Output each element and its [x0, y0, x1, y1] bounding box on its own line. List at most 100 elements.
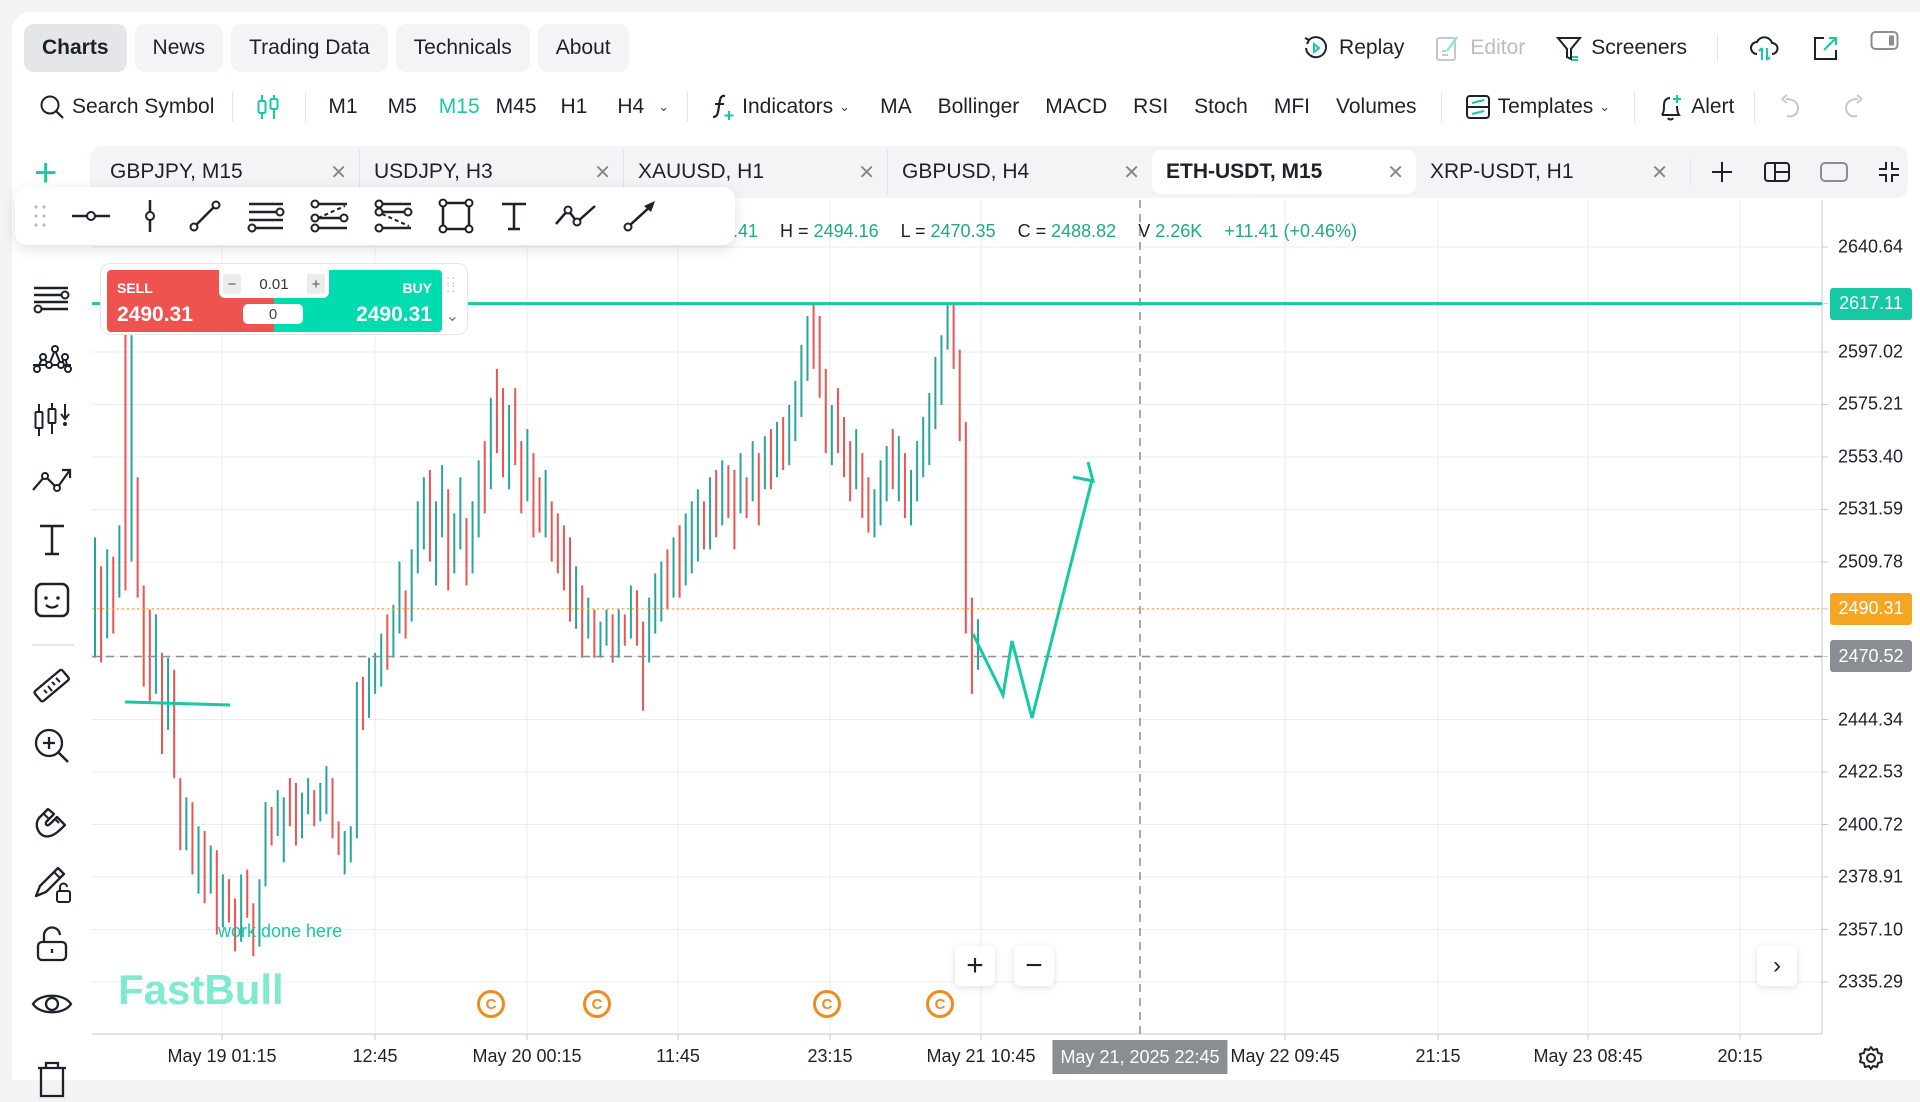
price-axis-label: 2422.53	[1838, 761, 1904, 782]
settings-gear-icon[interactable]	[1858, 1045, 1884, 1071]
zoom-in-icon[interactable]	[30, 724, 74, 768]
indicator-ma[interactable]: MA	[880, 95, 912, 118]
increase-quantity-button[interactable]: +	[306, 274, 325, 294]
vertical-line-tool-icon[interactable]	[135, 198, 165, 234]
chart-tab-usdjpy[interactable]: USDJPY, H3 ✕	[360, 150, 624, 194]
fastbull-watermark-logo: FastBull	[118, 966, 284, 1013]
timeframe-h4[interactable]: H4	[617, 95, 645, 118]
nav-tab-technicals[interactable]: Technicals	[395, 24, 530, 72]
close-icon[interactable]: ✕	[594, 161, 611, 184]
indicator-stoch[interactable]: Stoch	[1194, 95, 1248, 118]
close-icon[interactable]: ✕	[1387, 161, 1404, 184]
single-layout-icon[interactable]	[1819, 160, 1849, 184]
chart-text-annotation[interactable]: work done here	[218, 921, 343, 941]
nav-tab-news[interactable]: News	[134, 24, 224, 72]
position-field[interactable]: 0	[243, 304, 303, 324]
alert-button[interactable]: Alert	[1657, 92, 1734, 122]
timeframe-m45[interactable]: M45	[495, 95, 537, 118]
trash-icon[interactable]	[30, 1058, 74, 1102]
event-marker-icon[interactable]: C	[477, 990, 505, 1018]
magnet-icon[interactable]	[30, 800, 74, 844]
lock-drawing-icon[interactable]	[30, 862, 74, 906]
undo-icon[interactable]	[1777, 93, 1805, 121]
arrow-tool-icon[interactable]	[621, 198, 661, 234]
indicators-button[interactable]: Indicators ⌄	[710, 92, 850, 122]
ruler-measure-icon[interactable]	[30, 664, 74, 708]
chart-tab-label: GBPJPY, M15	[110, 160, 243, 183]
event-marker-icon[interactable]: C	[813, 990, 841, 1018]
scroll-right-button[interactable]: ›	[1757, 946, 1797, 986]
timeframe-h1[interactable]: H1	[560, 95, 588, 118]
indicator-mfi[interactable]: MFI	[1273, 95, 1311, 118]
parallel-channel-tool-icon[interactable]	[245, 198, 287, 234]
panel-toggle-icon[interactable]	[1870, 30, 1900, 52]
drag-handle-icon[interactable]	[33, 203, 47, 229]
fib-tool-icon[interactable]	[373, 198, 415, 234]
close-icon[interactable]: ✕	[1123, 161, 1140, 184]
indicator-volumes[interactable]: Volumes	[1336, 95, 1417, 118]
templates-button[interactable]: Templates ⌄	[1464, 93, 1611, 121]
polyline-tool-icon[interactable]	[30, 458, 74, 502]
text-tool-icon[interactable]	[30, 518, 74, 562]
chart-tab-xrp-usdt[interactable]: XRP-USDT, H1 ✕	[1416, 150, 1680, 194]
decrease-quantity-button[interactable]: −	[223, 274, 241, 294]
horizontal-line-tool-icon[interactable]	[69, 198, 113, 234]
add-chart-button[interactable]: +	[34, 151, 58, 195]
close-icon[interactable]: ✕	[858, 161, 875, 184]
price-axis-label: 2509.78	[1838, 551, 1904, 572]
zoom-in-button[interactable]: +	[955, 946, 995, 986]
pattern-tool-icon[interactable]	[30, 338, 74, 382]
channel-tool-icon[interactable]	[30, 278, 74, 322]
redo-icon[interactable]	[1839, 93, 1867, 121]
chart-tab-gbpusd[interactable]: GBPUSD, H4 ✕	[888, 150, 1152, 194]
time-axis-label: 11:45	[656, 1046, 700, 1066]
indicator-bollinger[interactable]: Bollinger	[937, 95, 1020, 118]
event-marker-icon[interactable]: C	[926, 990, 954, 1018]
cloud-sync-icon[interactable]	[1748, 32, 1780, 64]
collapse-icon[interactable]	[1877, 160, 1901, 184]
text-tool-icon[interactable]	[497, 198, 531, 234]
share-external-icon[interactable]	[1810, 33, 1840, 63]
chart-tab-gbpjpy[interactable]: GBPJPY, M15 ✕	[96, 150, 360, 194]
indicator-rsi[interactable]: RSI	[1133, 95, 1169, 118]
event-marker-icon[interactable]: C	[583, 990, 611, 1018]
screeners-button[interactable]: Screeners	[1555, 33, 1687, 63]
trend-line-tool-icon[interactable]	[187, 198, 223, 234]
time-axis-label: May 23 08:45	[1533, 1046, 1643, 1066]
path-tool-icon[interactable]	[553, 198, 599, 234]
emoji-sticker-icon[interactable]	[30, 578, 74, 622]
pitchfork-tool-icon[interactable]	[309, 198, 351, 234]
chart-tab-label: XAUUSD, H1	[638, 160, 765, 183]
drawing-sidebar	[12, 0, 92, 1098]
unlock-icon[interactable]	[30, 922, 74, 966]
rectangle-tool-icon[interactable]	[437, 198, 475, 234]
indicator-macd[interactable]: MACD	[1045, 95, 1108, 118]
zoom-out-button[interactable]: −	[1014, 946, 1054, 986]
timeframe-dropdown[interactable]: ⌄	[658, 99, 669, 115]
nav-tab-charts[interactable]: Charts	[24, 24, 127, 72]
drag-handle-icon[interactable]: ::::	[446, 273, 457, 295]
chart-tab-eth-usdt[interactable]: ETH-USDT, M15 ✕	[1152, 150, 1416, 194]
timeframe-m15[interactable]: M15	[438, 95, 480, 118]
eye-visibility-icon[interactable]	[30, 982, 74, 1026]
timeframe-m5[interactable]: M5	[387, 95, 417, 118]
chart-type-button[interactable]	[255, 93, 281, 121]
nav-tab-trading-data[interactable]: Trading Data	[231, 24, 388, 72]
close-icon[interactable]: ✕	[330, 161, 347, 184]
chevron-down-icon[interactable]: ⌄	[445, 308, 459, 325]
chevron-down-icon: ⌄	[1599, 99, 1611, 114]
timeframe-m1[interactable]: M1	[328, 95, 358, 118]
quantity-value[interactable]: 0.01	[259, 275, 289, 293]
add-tab-icon[interactable]	[1709, 159, 1735, 185]
search-symbol-button[interactable]: Search Symbol	[38, 93, 214, 121]
split-layout-icon[interactable]	[1763, 160, 1791, 184]
close-icon[interactable]: ✕	[1651, 161, 1668, 184]
nav-tab-about[interactable]: About	[537, 24, 629, 72]
chart-tab-xauusd[interactable]: XAUUSD, H1 ✕	[624, 150, 888, 194]
replay-button[interactable]: Replay	[1301, 33, 1404, 63]
price-axis-label: 2531.59	[1838, 498, 1904, 519]
price-axis-label: 2335.29	[1838, 971, 1904, 992]
position-tool-icon[interactable]	[30, 398, 74, 442]
editor-button[interactable]: Editor	[1434, 33, 1525, 63]
